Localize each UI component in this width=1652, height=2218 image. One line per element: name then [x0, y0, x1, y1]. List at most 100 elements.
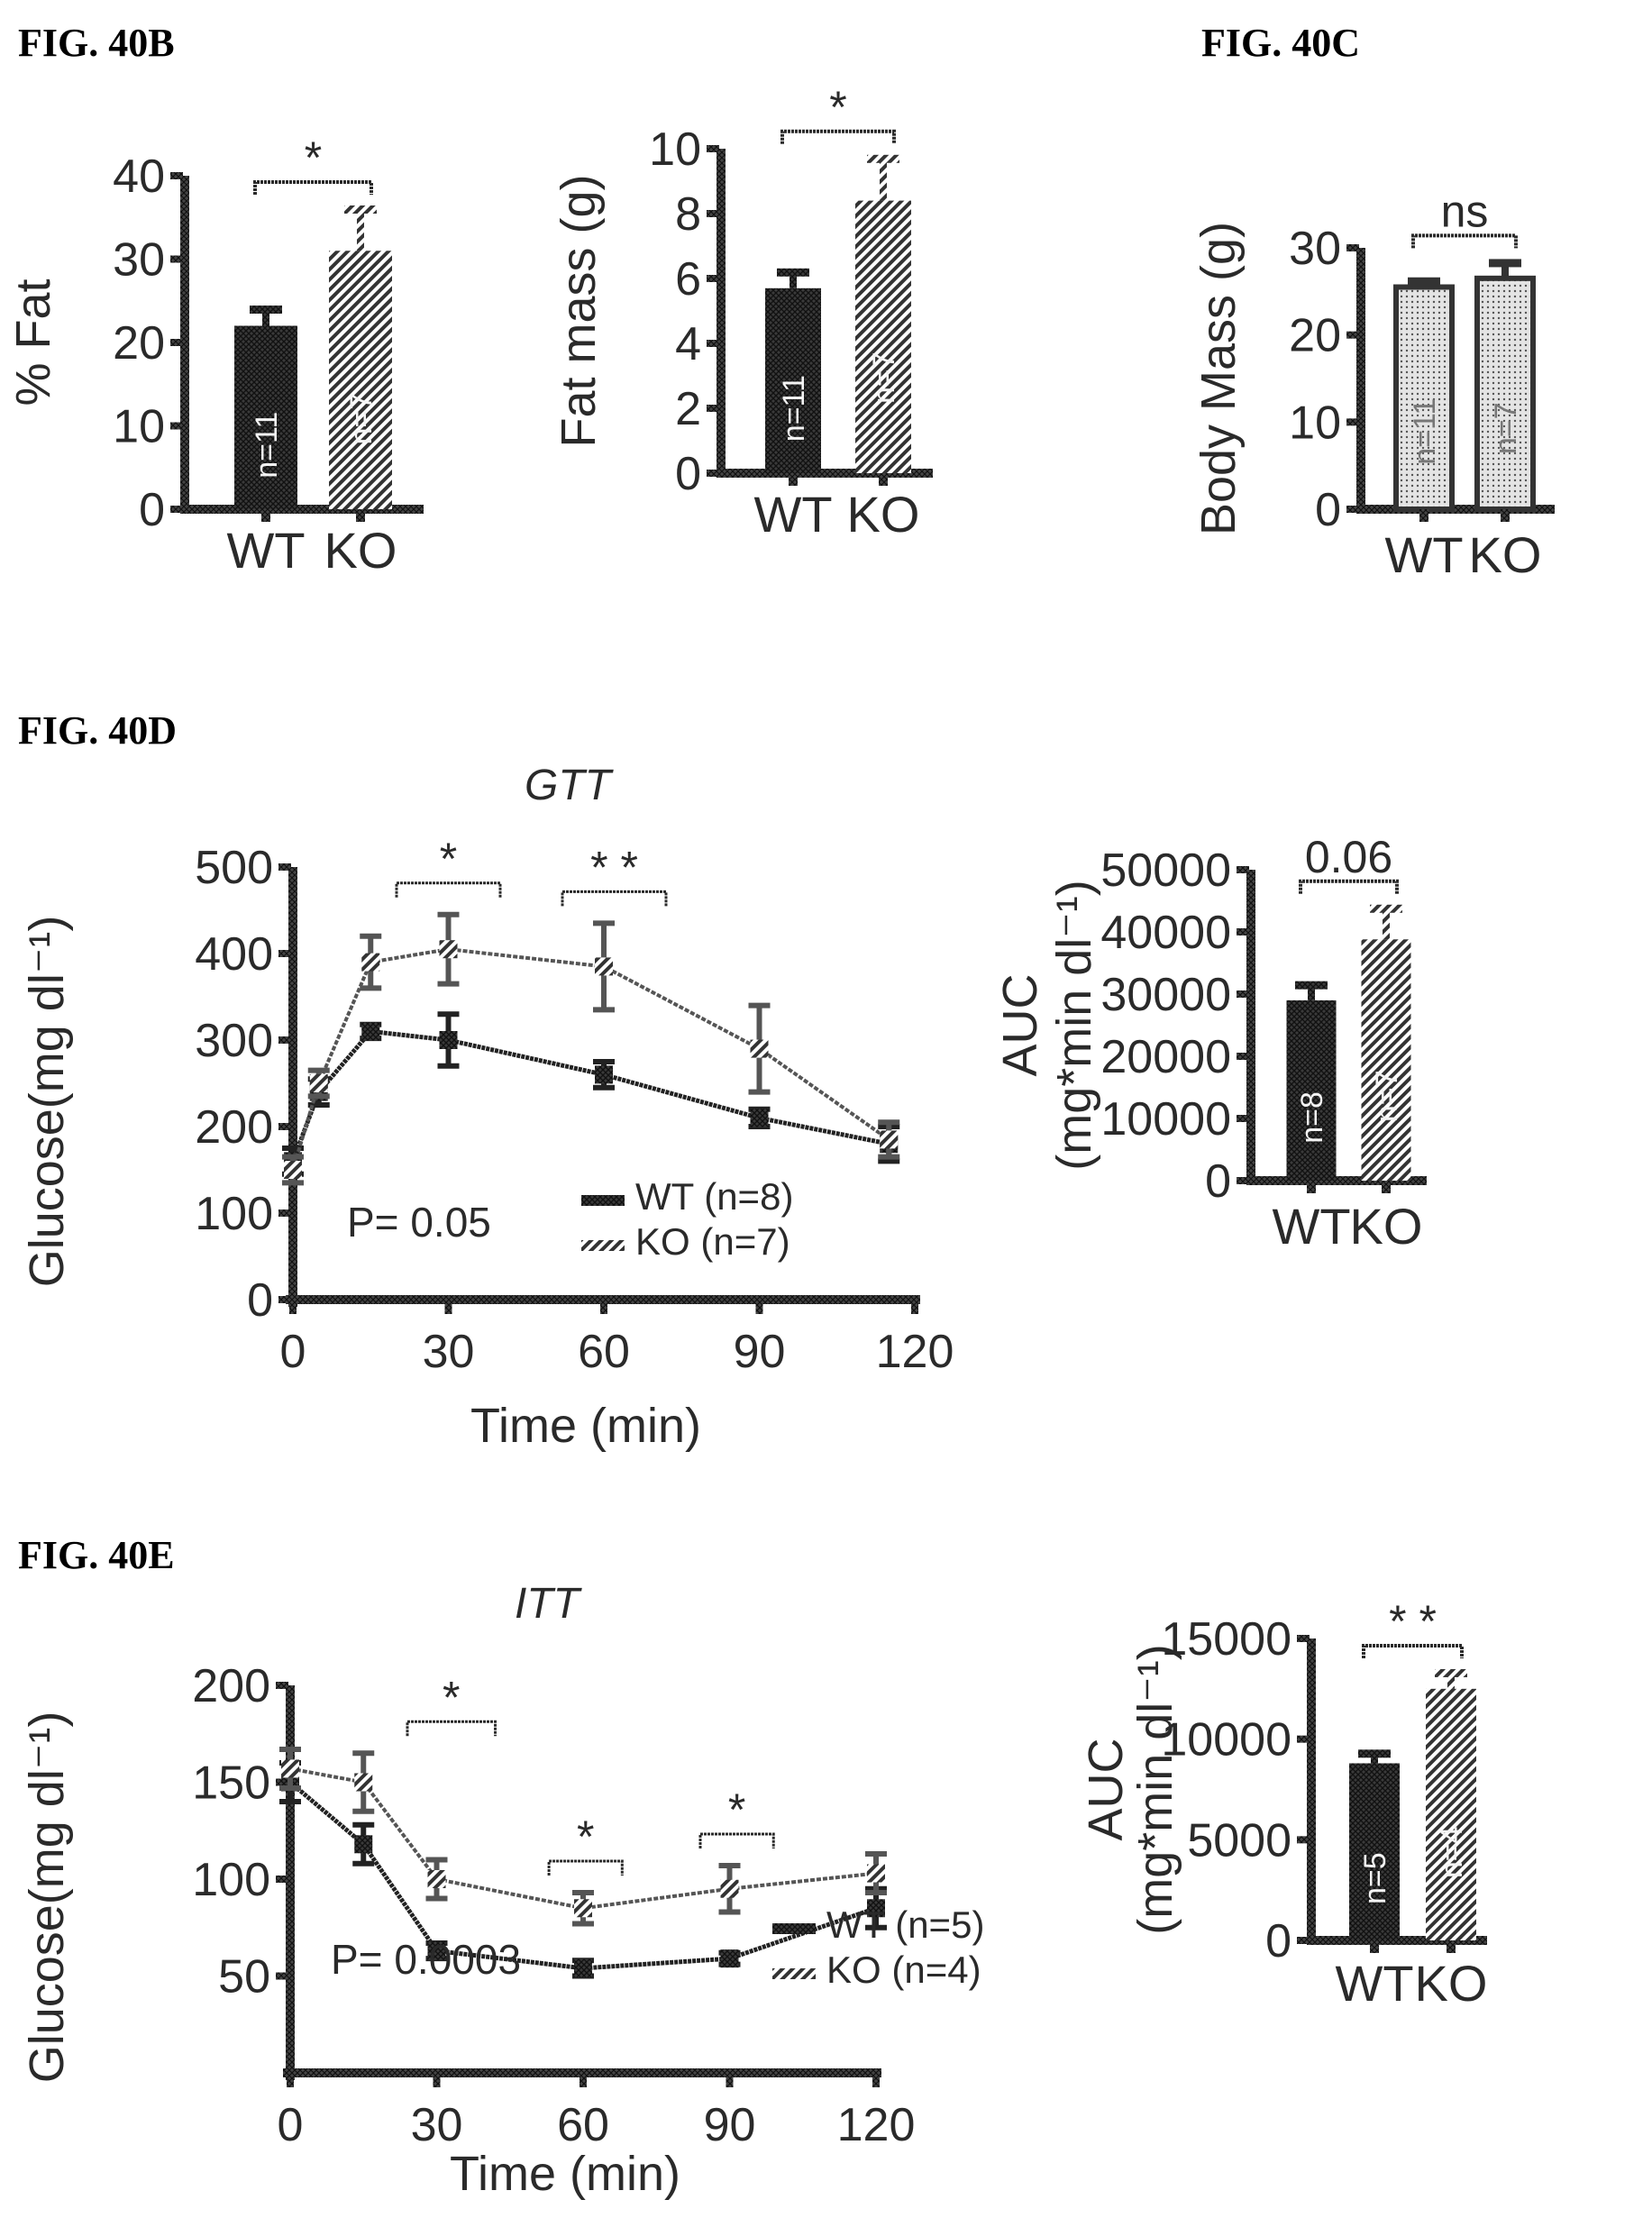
y-tick	[1237, 866, 1249, 873]
y-tick-label: 8	[675, 188, 701, 241]
x-axis-title: Time (min)	[470, 1399, 701, 1453]
x-tick	[789, 473, 798, 486]
y-tick	[276, 1972, 288, 1980]
y-tick-label: 0	[1315, 484, 1341, 536]
legend-swatch-ko	[772, 1968, 816, 1979]
data-point-ko	[574, 1899, 592, 1918]
y-tick	[707, 405, 719, 412]
x-tick-label: 0	[280, 1326, 306, 1378]
x-tick	[1370, 1940, 1379, 1953]
figure-label-40d: FIG. 40D	[18, 708, 177, 753]
y-tick-label: 0	[139, 484, 165, 536]
significance-label: *	[440, 834, 457, 884]
significance-label: 0.06	[1305, 832, 1392, 882]
y-tick	[707, 210, 719, 217]
y-tick-label: 100	[195, 1188, 273, 1240]
x-tick-label: 120	[876, 1326, 954, 1378]
category-label-ko: KO	[1469, 526, 1542, 583]
y-tick-label: 0	[247, 1274, 273, 1327]
significance-label: * *	[590, 842, 638, 892]
fat-percent-chart: 0 10 20 30 40 % Fat n=11 WT n=7 KO *	[6, 132, 424, 579]
y-axis	[1246, 870, 1255, 1185]
gtt-auc-chart: 0 10000 20000 30000 40000 50000 AUC (mg*min dl⁻…	[993, 832, 1427, 1255]
n-label: n=5	[1358, 1852, 1392, 1904]
x-tick-label: 60	[557, 2099, 609, 2151]
series-line-ko	[291, 947, 890, 1171]
data-point-ko	[439, 940, 458, 959]
y-tick-label: 40	[113, 151, 165, 203]
y-axis	[286, 1685, 295, 2080]
y-tick-label: 400	[195, 928, 273, 981]
y-tick-label: 20	[1289, 310, 1341, 362]
error-cap	[1370, 904, 1402, 913]
y-axis-title: % Fat	[6, 278, 60, 406]
x-tick	[879, 473, 888, 486]
data-point-wt	[439, 1031, 458, 1049]
y-tick	[278, 1209, 291, 1217]
itt-line-chart: ITT 50 100 150 200 0 30 60 90 120 Glucose(mg dl⁻¹)…	[20, 1580, 984, 2201]
category-label-ko: KO	[1415, 1955, 1488, 2012]
x-tick	[287, 2073, 294, 2087]
error-bar	[357, 209, 364, 251]
series-line-wt	[290, 1028, 890, 1163]
y-tick	[278, 950, 291, 957]
y-tick	[1346, 331, 1359, 339]
bar-wt	[765, 288, 821, 473]
x-tick-label: 90	[704, 2099, 756, 2151]
n-label: n=11	[1408, 398, 1442, 465]
legend-label-wt: WT (n=8)	[635, 1175, 793, 1218]
error-cap	[1435, 1668, 1467, 1677]
category-label-wt: WT	[1335, 1955, 1413, 2012]
data-point-wt	[354, 1835, 373, 1854]
x-tick-label: 30	[423, 1326, 475, 1378]
y-axis-title: Fat mass (g)	[552, 174, 606, 447]
error-cap	[344, 205, 377, 214]
data-point-ko	[595, 957, 613, 976]
x-tick	[580, 2073, 587, 2087]
significance-bracket	[561, 890, 668, 907]
y-tick	[278, 1296, 291, 1303]
bar-ko	[329, 251, 392, 509]
figure-label-40b: FIG. 40B	[18, 21, 175, 65]
x-tick	[433, 2073, 441, 2087]
y-tick-label: 0	[1265, 1915, 1291, 1967]
y-tick	[170, 506, 183, 513]
y-tick-label: 6	[675, 253, 701, 306]
n-label: n=7	[344, 393, 379, 445]
y-tick-label: 30	[1289, 223, 1341, 275]
series-line-ko	[289, 1766, 877, 1911]
significance-bracket	[1299, 879, 1399, 894]
n-label: n=11	[250, 412, 284, 479]
x-tick-label: 90	[734, 1326, 786, 1378]
significance-label: *	[305, 132, 322, 183]
y-tick	[707, 470, 719, 477]
significance-label: ns	[1441, 186, 1489, 236]
data-point-ko	[354, 1773, 373, 1792]
legend-label-ko: KO (n=7)	[635, 1220, 790, 1263]
data-point-wt	[574, 1958, 592, 1977]
itt-auc-chart: 0 5000 10000 15000 AUC(mg*min dl⁻¹) n=5 WT n=4 K…	[1079, 1596, 1488, 2012]
y-tick-label: 10000	[1161, 1714, 1291, 1766]
y-tick	[707, 145, 719, 152]
significance-bracket	[253, 180, 373, 195]
x-tick	[356, 509, 365, 522]
x-tick	[444, 1300, 452, 1314]
error-bar	[1371, 1753, 1378, 1764]
category-label-wt: WT	[753, 486, 832, 543]
bar-wt	[234, 325, 297, 509]
bar-ko	[1361, 939, 1411, 1181]
y-tick	[170, 172, 183, 179]
category-label-ko: KO	[1350, 1198, 1423, 1255]
y-tick-label: 30	[113, 234, 165, 287]
y-tick-label: 10	[113, 401, 165, 453]
x-tick	[872, 2073, 880, 2087]
data-point-ko	[281, 1759, 299, 1778]
y-tick	[278, 1036, 291, 1044]
y-tick-label: 40000	[1100, 907, 1231, 959]
y-tick	[1297, 1735, 1310, 1743]
y-axis	[288, 867, 297, 1307]
data-point-wt	[595, 1065, 613, 1084]
y-tick-label: 150	[192, 1757, 270, 1810]
significance-bracket	[780, 129, 896, 144]
x-tick	[726, 2073, 734, 2087]
